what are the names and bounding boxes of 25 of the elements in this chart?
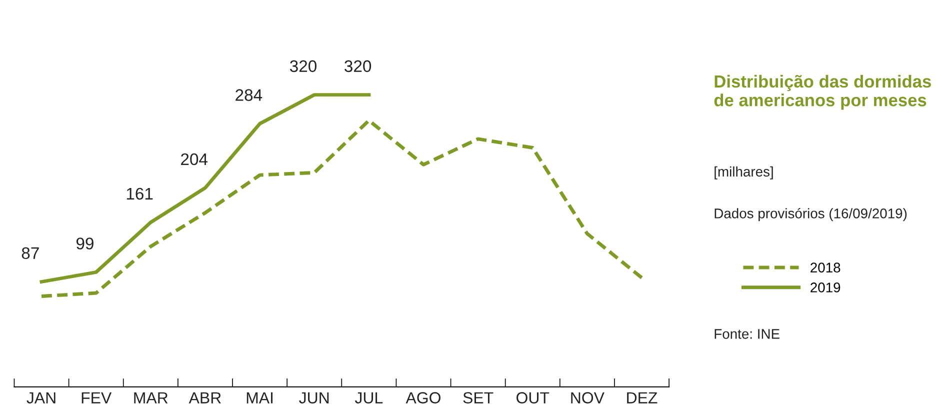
- x-tick-label: DEZ: [627, 392, 658, 404]
- data-label: 161: [126, 188, 153, 200]
- x-tick-label: JUL: [354, 392, 383, 404]
- text: Dados provisórios (16/09/2019): [714, 208, 907, 222]
- x-tick-label: FEV: [82, 392, 112, 404]
- legend-label: 2018: [810, 262, 840, 273]
- x-tick-label: JAN: [26, 392, 56, 404]
- x-tick-label: AGO: [406, 392, 440, 404]
- data-label: 204: [181, 153, 208, 166]
- text: [milhares]: [714, 166, 773, 180]
- x-tick-label: JUN: [299, 392, 329, 404]
- x-tick-label: MAR: [134, 392, 168, 404]
- data-label: 87: [22, 247, 39, 260]
- x-tick-label: MAI: [246, 392, 273, 404]
- source-note: Fonte: INE: [714, 329, 780, 339]
- legend-label: 2019: [810, 282, 840, 292]
- x-tick-label: OUT: [516, 392, 550, 404]
- data-label: 99: [76, 238, 94, 250]
- data-label: 284: [236, 89, 262, 101]
- data-label: 320: [344, 60, 372, 72]
- data-label: 320: [290, 60, 316, 72]
- x-tick-label: SET: [463, 392, 494, 404]
- x-tick-label: NOV: [571, 392, 604, 404]
- x-tick-label: ABR: [188, 392, 221, 404]
- text: Distribuição das dormidas de americanos por meses: [714, 74, 931, 110]
